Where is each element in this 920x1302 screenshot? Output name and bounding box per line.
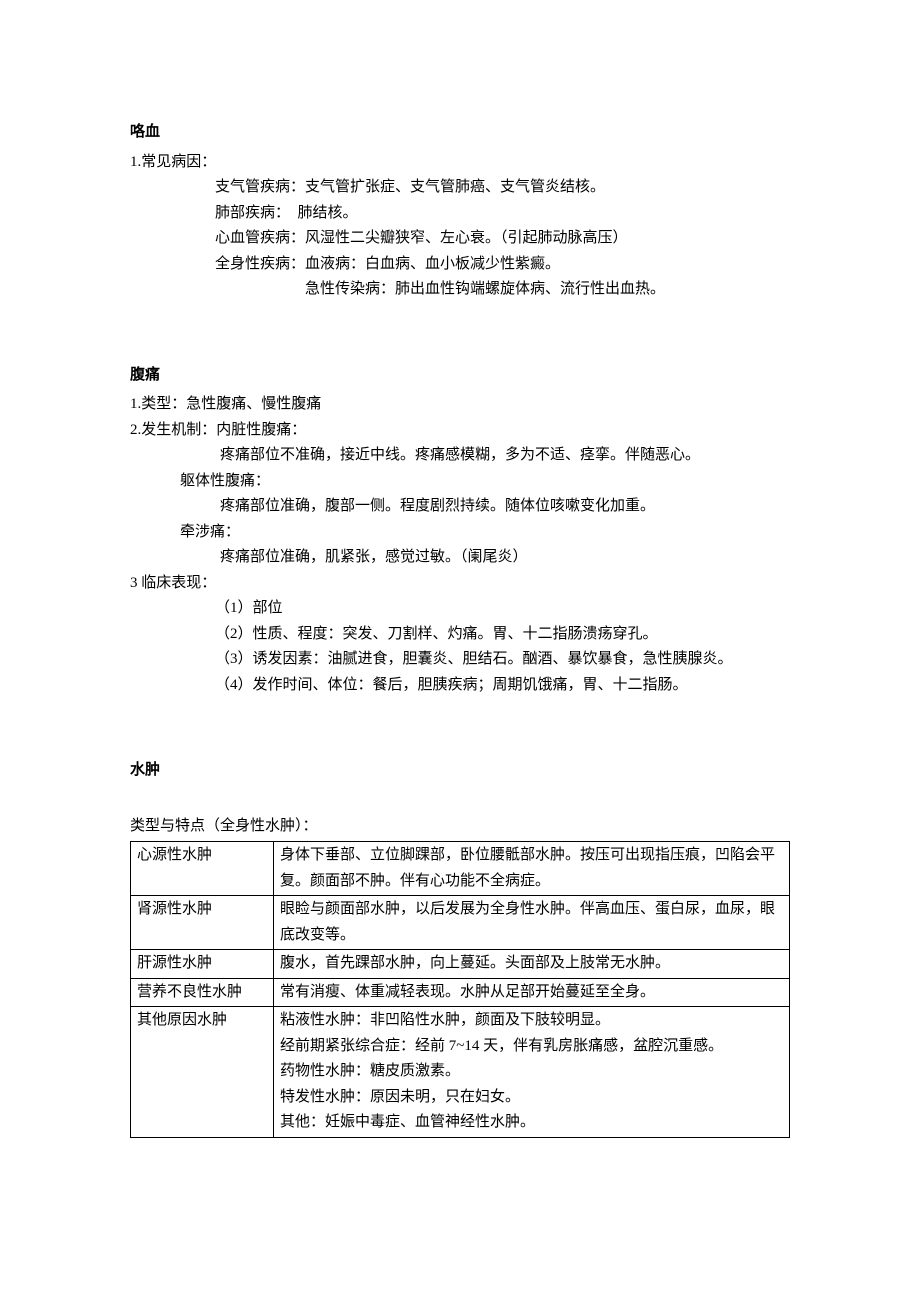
table-row: 肝源性水肿 腹水，首先踝部水肿，向上蔓延。头面部及上肢常无水肿。 [131,950,790,979]
text-line: 牵涉痛： [130,520,790,546]
section-futong: 腹痛 1.类型：急性腹痛、慢性腹痛 2.发生机制：内脏性腹痛： 疼痛部位不准确，… [130,363,790,699]
text-line: 全身性疾病：血液病：白血病、血小板减少性紫癜。 [130,252,790,278]
text-line: （3）诱发因素：油腻进食，胆囊炎、胆结石。酗酒、暴饮暴食，急性胰腺炎。 [130,647,790,673]
table-cell: 其他原因水肿 [131,1007,274,1138]
text-line: 2.发生机制：内脏性腹痛： [130,418,790,444]
table-cell: 肾源性水肿 [131,896,274,950]
text-line: 疼痛部位准确，肌紧张，感觉过敏。（阑尾炎） [130,545,790,571]
table-row: 其他原因水肿 粘液性水肿：非凹陷性水肿，颜面及下肢较明显。 经前期紧张综合症：经… [131,1007,790,1138]
text-line: （4）发作时间、体位：餐后，胆胰疾病；周期饥饿痛，胃、十二指肠。 [130,673,790,699]
table-row: 营养不良性水肿 常有消瘦、体重减轻表现。水肿从足部开始蔓延至全身。 [131,978,790,1007]
text-line: 支气管疾病：支气管扩张症、支气管肺癌、支气管炎结核。 [130,175,790,201]
text-line: 疼痛部位不准确，接近中线。疼痛感模糊，多为不适、痉挛。伴随恶心。 [130,443,790,469]
table-cell: 常有消瘦、体重减轻表现。水肿从足部开始蔓延至全身。 [274,978,790,1007]
section-shuizhong: 水肿 类型与特点（全身性水肿）： 心源性水肿 身体下垂部、立位脚踝部，卧位腰骶部… [130,758,790,1138]
text-line: （1）部位 [130,596,790,622]
text-line: 急性传染病：肺出血性钩端螺旋体病、流行性出血热。 [130,277,790,303]
table-cell: 营养不良性水肿 [131,978,274,1007]
section-title: 咯血 [130,120,790,146]
table-cell: 心源性水肿 [131,842,274,896]
section-kexue: 咯血 1.常见病因： 支气管疾病：支气管扩张症、支气管肺癌、支气管炎结核。 肺部… [130,120,790,303]
section-title: 水肿 [130,758,790,784]
text-line: 3 临床表现： [130,571,790,597]
text-line: （2）性质、程度：突发、刀割样、灼痛。胃、十二指肠溃疡穿孔。 [130,622,790,648]
table-row: 心源性水肿 身体下垂部、立位脚踝部，卧位腰骶部水肿。按压可出现指压痕，凹陷会平复… [131,842,790,896]
text-line: 心血管疾病：风湿性二尖瓣狭窄、左心衰。（引起肺动脉高压） [130,226,790,252]
table-cell: 眼睑与颜面部水肿，以后发展为全身性水肿。伴高血压、蛋白尿，血尿，眼底改变等。 [274,896,790,950]
table-cell: 粘液性水肿：非凹陷性水肿，颜面及下肢较明显。 经前期紧张综合症：经前 7~14 … [274,1007,790,1138]
edema-table: 心源性水肿 身体下垂部、立位脚踝部，卧位腰骶部水肿。按压可出现指压痕，凹陷会平复… [130,841,790,1138]
section-title: 腹痛 [130,363,790,389]
table-caption: 类型与特点（全身性水肿）： [130,814,790,840]
text-line: 1.类型：急性腹痛、慢性腹痛 [130,392,790,418]
text-line: 1.常见病因： [130,150,790,176]
table-cell: 肝源性水肿 [131,950,274,979]
text-line: 躯体性腹痛： [130,469,790,495]
table-cell: 身体下垂部、立位脚踝部，卧位腰骶部水肿。按压可出现指压痕，凹陷会平复。颜面部不肿… [274,842,790,896]
table-cell: 腹水，首先踝部水肿，向上蔓延。头面部及上肢常无水肿。 [274,950,790,979]
table-row: 肾源性水肿 眼睑与颜面部水肿，以后发展为全身性水肿。伴高血压、蛋白尿，血尿，眼底… [131,896,790,950]
text-line: 疼痛部位准确，腹部一侧。程度剧烈持续。随体位咳嗽变化加重。 [130,494,790,520]
text-line: 肺部疾病： 肺结核。 [130,201,790,227]
